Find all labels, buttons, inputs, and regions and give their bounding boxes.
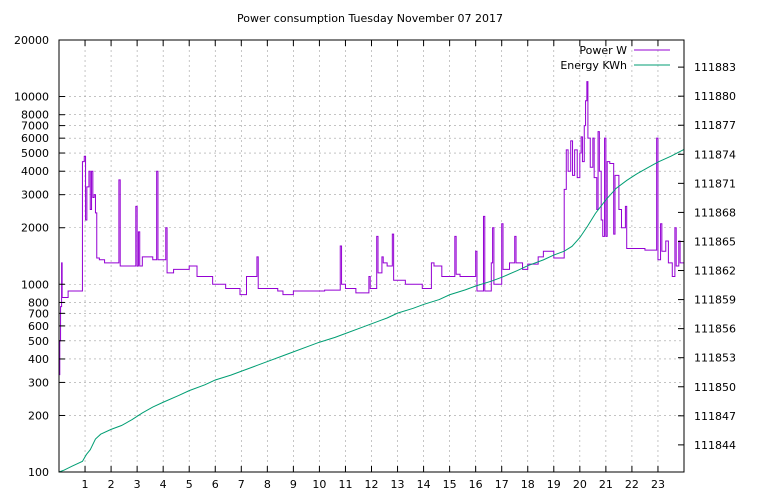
x-tick-label: 19 <box>547 478 561 491</box>
series-layer <box>58 81 685 473</box>
x-tick-label: 16 <box>469 478 483 491</box>
y-tick-label: 6000 <box>21 132 49 145</box>
x-tick-label: 12 <box>365 478 379 491</box>
y-tick-label: 3000 <box>21 189 49 202</box>
y-tick-label: 4000 <box>21 165 49 178</box>
x-tick-label: 18 <box>521 478 535 491</box>
x-tick-label: 9 <box>290 478 297 491</box>
y2-tick-label: 111868 <box>694 206 736 219</box>
x-tick-label: 17 <box>495 478 509 491</box>
x-tick-label: 22 <box>625 478 639 491</box>
y-tick-label: 400 <box>28 353 49 366</box>
y-tick-label: 10000 <box>14 91 49 104</box>
x-tick-label: 11 <box>338 478 352 491</box>
y-tick-label: 600 <box>28 320 49 333</box>
ticks: 1 2 3 4 5 6 7 8 9 10 11 12 13 14 15 16 17 18 19 20 21 22 23100… <box>14 34 736 491</box>
x-tick-label: 2 <box>108 478 115 491</box>
y-tick-label: 20000 <box>14 34 49 47</box>
x-tick-label: 15 <box>443 478 457 491</box>
y2-tick-label: 111862 <box>694 265 736 278</box>
y-tick-label: 100 <box>28 466 49 479</box>
y2-tick-label: 111877 <box>694 119 736 132</box>
x-tick-label: 5 <box>186 478 193 491</box>
x-tick-label: 20 <box>573 478 587 491</box>
y-tick-label: 700 <box>28 307 49 320</box>
series-line-energy-kwh <box>58 149 685 473</box>
y-tick-label: 500 <box>28 335 49 348</box>
x-tick-label: 23 <box>651 478 665 491</box>
y2-tick-label: 111874 <box>694 148 736 161</box>
x-tick-label: 6 <box>212 478 219 491</box>
y2-tick-label: 111856 <box>694 323 736 336</box>
legend-label-power: Power W <box>579 44 627 57</box>
x-tick-label: 3 <box>134 478 141 491</box>
y2-tick-label: 111844 <box>694 439 736 452</box>
y-tick-label: 2000 <box>21 222 49 235</box>
x-tick-label: 13 <box>391 478 405 491</box>
y-tick-label: 800 <box>28 296 49 309</box>
y2-tick-label: 111865 <box>694 235 736 248</box>
x-tick-label: 8 <box>264 478 271 491</box>
x-tick-label: 14 <box>417 478 431 491</box>
y2-tick-label: 111880 <box>694 90 736 103</box>
y-tick-label: 1000 <box>21 278 49 291</box>
y2-tick-label: 111883 <box>694 61 736 74</box>
legend-label-energy: Energy KWh <box>560 59 627 72</box>
y2-tick-label: 111859 <box>694 294 736 307</box>
y2-tick-label: 111850 <box>694 381 736 394</box>
y2-tick-label: 111871 <box>694 177 736 190</box>
chart-title: Power consumption Tuesday November 07 20… <box>237 12 503 25</box>
x-tick-label: 1 <box>82 478 89 491</box>
series-line-power-w <box>59 81 684 376</box>
x-tick-label: 10 <box>312 478 326 491</box>
y-tick-label: 5000 <box>21 147 49 160</box>
y-tick-label: 200 <box>28 409 49 422</box>
y-tick-label: 300 <box>28 376 49 389</box>
y-tick-label: 8000 <box>21 109 49 122</box>
x-tick-label: 7 <box>238 478 245 491</box>
y-tick-label: 7000 <box>21 120 49 133</box>
y2-tick-label: 111853 <box>694 352 736 365</box>
x-tick-label: 4 <box>160 478 167 491</box>
x-tick-label: 21 <box>599 478 613 491</box>
legend: Power W Energy KWh <box>560 44 670 72</box>
y2-tick-label: 111847 <box>694 410 736 423</box>
